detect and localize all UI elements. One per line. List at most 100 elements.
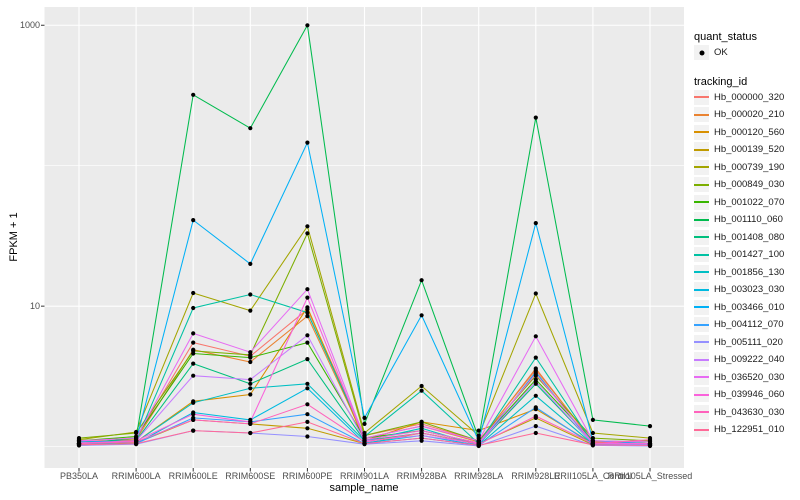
color-line-swatch [694, 299, 709, 315]
data-point [248, 430, 253, 436]
data-point [305, 333, 310, 338]
data-point [248, 126, 253, 131]
legend-item: Hb_122951_010 [694, 421, 800, 439]
color-line-swatch [694, 212, 709, 228]
data-point [191, 290, 196, 296]
data-point [248, 261, 253, 266]
data-point [305, 295, 310, 300]
series-color-line [694, 201, 709, 204]
data-point [533, 414, 538, 419]
color-line-swatch [694, 264, 709, 280]
x-axis-title: sample_name [329, 482, 399, 494]
legend-item-label: Hb_000020_210 [714, 109, 785, 121]
x-tick-label: RRIM928LA [454, 471, 504, 481]
data-point [248, 292, 253, 297]
legend-item-label: Hb_000000_320 [714, 91, 785, 103]
data-point [191, 218, 196, 223]
x-tick-label: RRIM600LE [168, 471, 218, 481]
data-point [419, 278, 424, 283]
data-point [533, 393, 538, 398]
legend-item-label: Hb_001856_130 [714, 266, 785, 278]
legend-item: Hb_000000_320 [694, 89, 800, 107]
legend-item-label: OK [714, 47, 728, 59]
series-color-line [694, 148, 709, 151]
series-color-line [694, 131, 709, 134]
data-point [305, 426, 310, 431]
legend-item: Hb_001110_060 [694, 211, 800, 229]
color-line-swatch [694, 247, 709, 263]
color-line-swatch [694, 194, 709, 210]
x-tick-label: RRII105LA_Stressed [607, 471, 693, 481]
legend-item: Hb_004112_070 [694, 316, 800, 334]
data-point [305, 231, 310, 236]
data-point [305, 305, 310, 310]
color-line-swatch [694, 124, 709, 140]
data-point [533, 371, 538, 376]
series-color-line [694, 393, 709, 396]
legend-item: Hb_001856_130 [694, 264, 800, 282]
series-color-line [694, 166, 709, 169]
color-line-swatch [694, 422, 709, 438]
data-point [191, 92, 196, 97]
legend-item-label: Hb_000739_190 [714, 161, 785, 173]
legend-item: Hb_003466_010 [694, 299, 800, 317]
series-color-line [694, 288, 709, 291]
data-point [305, 434, 310, 439]
data-point [419, 313, 424, 318]
data-point [533, 405, 538, 410]
data-point [134, 430, 139, 436]
data-point [305, 419, 310, 424]
legend-title-quant-status: quant_status [694, 31, 757, 43]
series-color-line [694, 236, 709, 239]
color-line-swatch [694, 387, 709, 403]
data-point [533, 355, 538, 360]
data-point [248, 355, 253, 360]
data-point [419, 383, 424, 389]
data-point [191, 412, 196, 417]
data-point [419, 424, 424, 429]
legend-item-label: Hb_000120_560 [714, 126, 785, 138]
series-color-line [694, 113, 709, 116]
data-point [305, 314, 310, 319]
data-point [647, 443, 653, 448]
series-color-line [694, 253, 709, 256]
legend-item-label: Hb_001427_100 [714, 249, 785, 261]
data-point [533, 366, 538, 371]
legend-item: Hb_043630_030 [694, 404, 800, 422]
data-point [362, 421, 367, 426]
data-point [533, 115, 538, 120]
point-swatch [694, 45, 709, 61]
legend: quant_status OK tracking_id Hb_000000_32… [694, 30, 800, 439]
data-point [590, 417, 596, 422]
legend-item-label: Hb_000849_030 [714, 179, 785, 191]
legend-item: Hb_003023_030 [694, 281, 800, 299]
legend-item-label: Hb_003466_010 [714, 301, 785, 313]
data-point [419, 419, 424, 424]
data-point [533, 379, 538, 384]
data-point [533, 221, 538, 226]
data-point [248, 421, 253, 426]
data-point [191, 340, 196, 345]
data-point [76, 442, 82, 447]
data-point [305, 381, 310, 386]
data-point [248, 392, 253, 397]
color-line-swatch [694, 404, 709, 420]
series-color-line [694, 376, 709, 379]
data-point [305, 357, 310, 362]
data-point [248, 377, 253, 382]
data-point [248, 386, 253, 391]
legend-item: Hb_001022_070 [694, 194, 800, 212]
x-tick-label: PB350LA [59, 471, 99, 481]
data-point [191, 361, 196, 366]
legend-item-ok: OK [694, 44, 800, 62]
data-point [362, 441, 367, 446]
series-color-line [694, 411, 709, 414]
data-point [305, 23, 310, 28]
legend-item-label: Hb_039946_060 [714, 389, 785, 401]
legend-item-label: Hb_003023_030 [714, 284, 785, 296]
y-axis-title: FPKM + 1 [8, 212, 20, 262]
series-color-line [694, 96, 709, 99]
legend-item-label: Hb_122951_010 [714, 424, 785, 436]
series-color-line [694, 358, 709, 361]
